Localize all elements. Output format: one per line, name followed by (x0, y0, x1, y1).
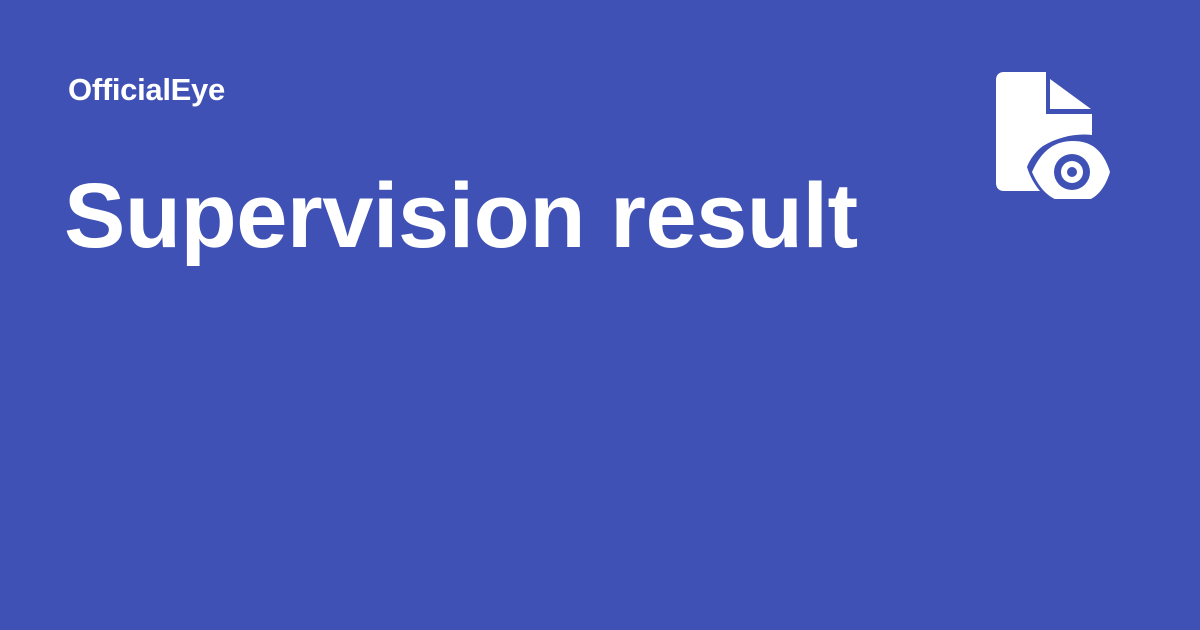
document-eye-icon (994, 71, 1112, 199)
document-shape (996, 72, 1092, 191)
page-title: Supervision result (64, 165, 858, 267)
folded-corner-shape (1050, 79, 1091, 109)
brand-name: OfficialEye (68, 72, 225, 107)
